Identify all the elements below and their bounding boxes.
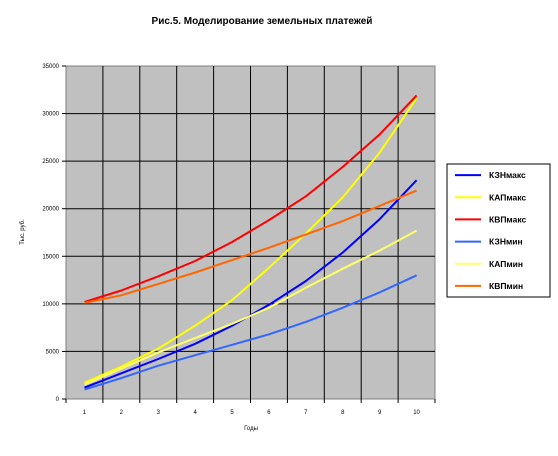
x-tick-label: 8 [341, 410, 345, 416]
series-line-5 [84, 229, 418, 386]
series-line-3 [84, 94, 418, 303]
x-tick-label: 5 [230, 410, 234, 416]
x-tick-label: 4 [193, 410, 197, 416]
x-tick-label: 2 [120, 410, 124, 416]
legend: КЗНмакс КАПмакс КВПмакс КЗНмин КАПмин КВПмин [446, 163, 551, 298]
legend-label: КАПмакс [489, 192, 526, 202]
series-line-4 [84, 274, 418, 391]
x-tick-label: 7 [304, 410, 308, 416]
legend-box [446, 163, 551, 298]
x-tick-label: 3 [157, 410, 161, 416]
x-axis: 1 2 3 4 5 6 7 8 9 10 [65, 399, 436, 416]
y-axis-label: Тыс. руб. [20, 219, 26, 245]
y-tick-label: 5000 [46, 349, 60, 355]
y-tick-label: 25000 [42, 159, 59, 165]
chart-title: Рис.5. Моделирование земельных платежей [152, 16, 373, 27]
y-tick-label: 30000 [42, 112, 59, 118]
x-tick-label: 9 [378, 410, 382, 416]
legend-label: КЗНмакс [489, 170, 526, 180]
y-tick-label: 15000 [42, 254, 59, 260]
legend-label: КАПмин [489, 259, 523, 269]
y-axis: 0 5000 10000 15000 20000 25000 30000 35000 [42, 64, 66, 403]
grid-lines [66, 66, 435, 399]
x-tick-label: 6 [267, 410, 271, 416]
y-tick-label: 10000 [42, 302, 59, 308]
x-axis-label: Годы [244, 426, 258, 432]
legend-label: КВПмакс [489, 214, 526, 224]
series-lines [84, 94, 418, 391]
legend-label: КЗНмин [489, 237, 523, 247]
y-tick-label: 20000 [42, 207, 59, 213]
y-tick-label: 35000 [42, 64, 59, 70]
legend-label: КВПмин [489, 281, 523, 291]
series-line-2 [84, 97, 418, 384]
x-tick-label: 1 [83, 410, 87, 416]
y-tick-label: 0 [56, 397, 60, 403]
series-line-6 [84, 189, 417, 304]
x-tick-label: 10 [413, 410, 420, 416]
